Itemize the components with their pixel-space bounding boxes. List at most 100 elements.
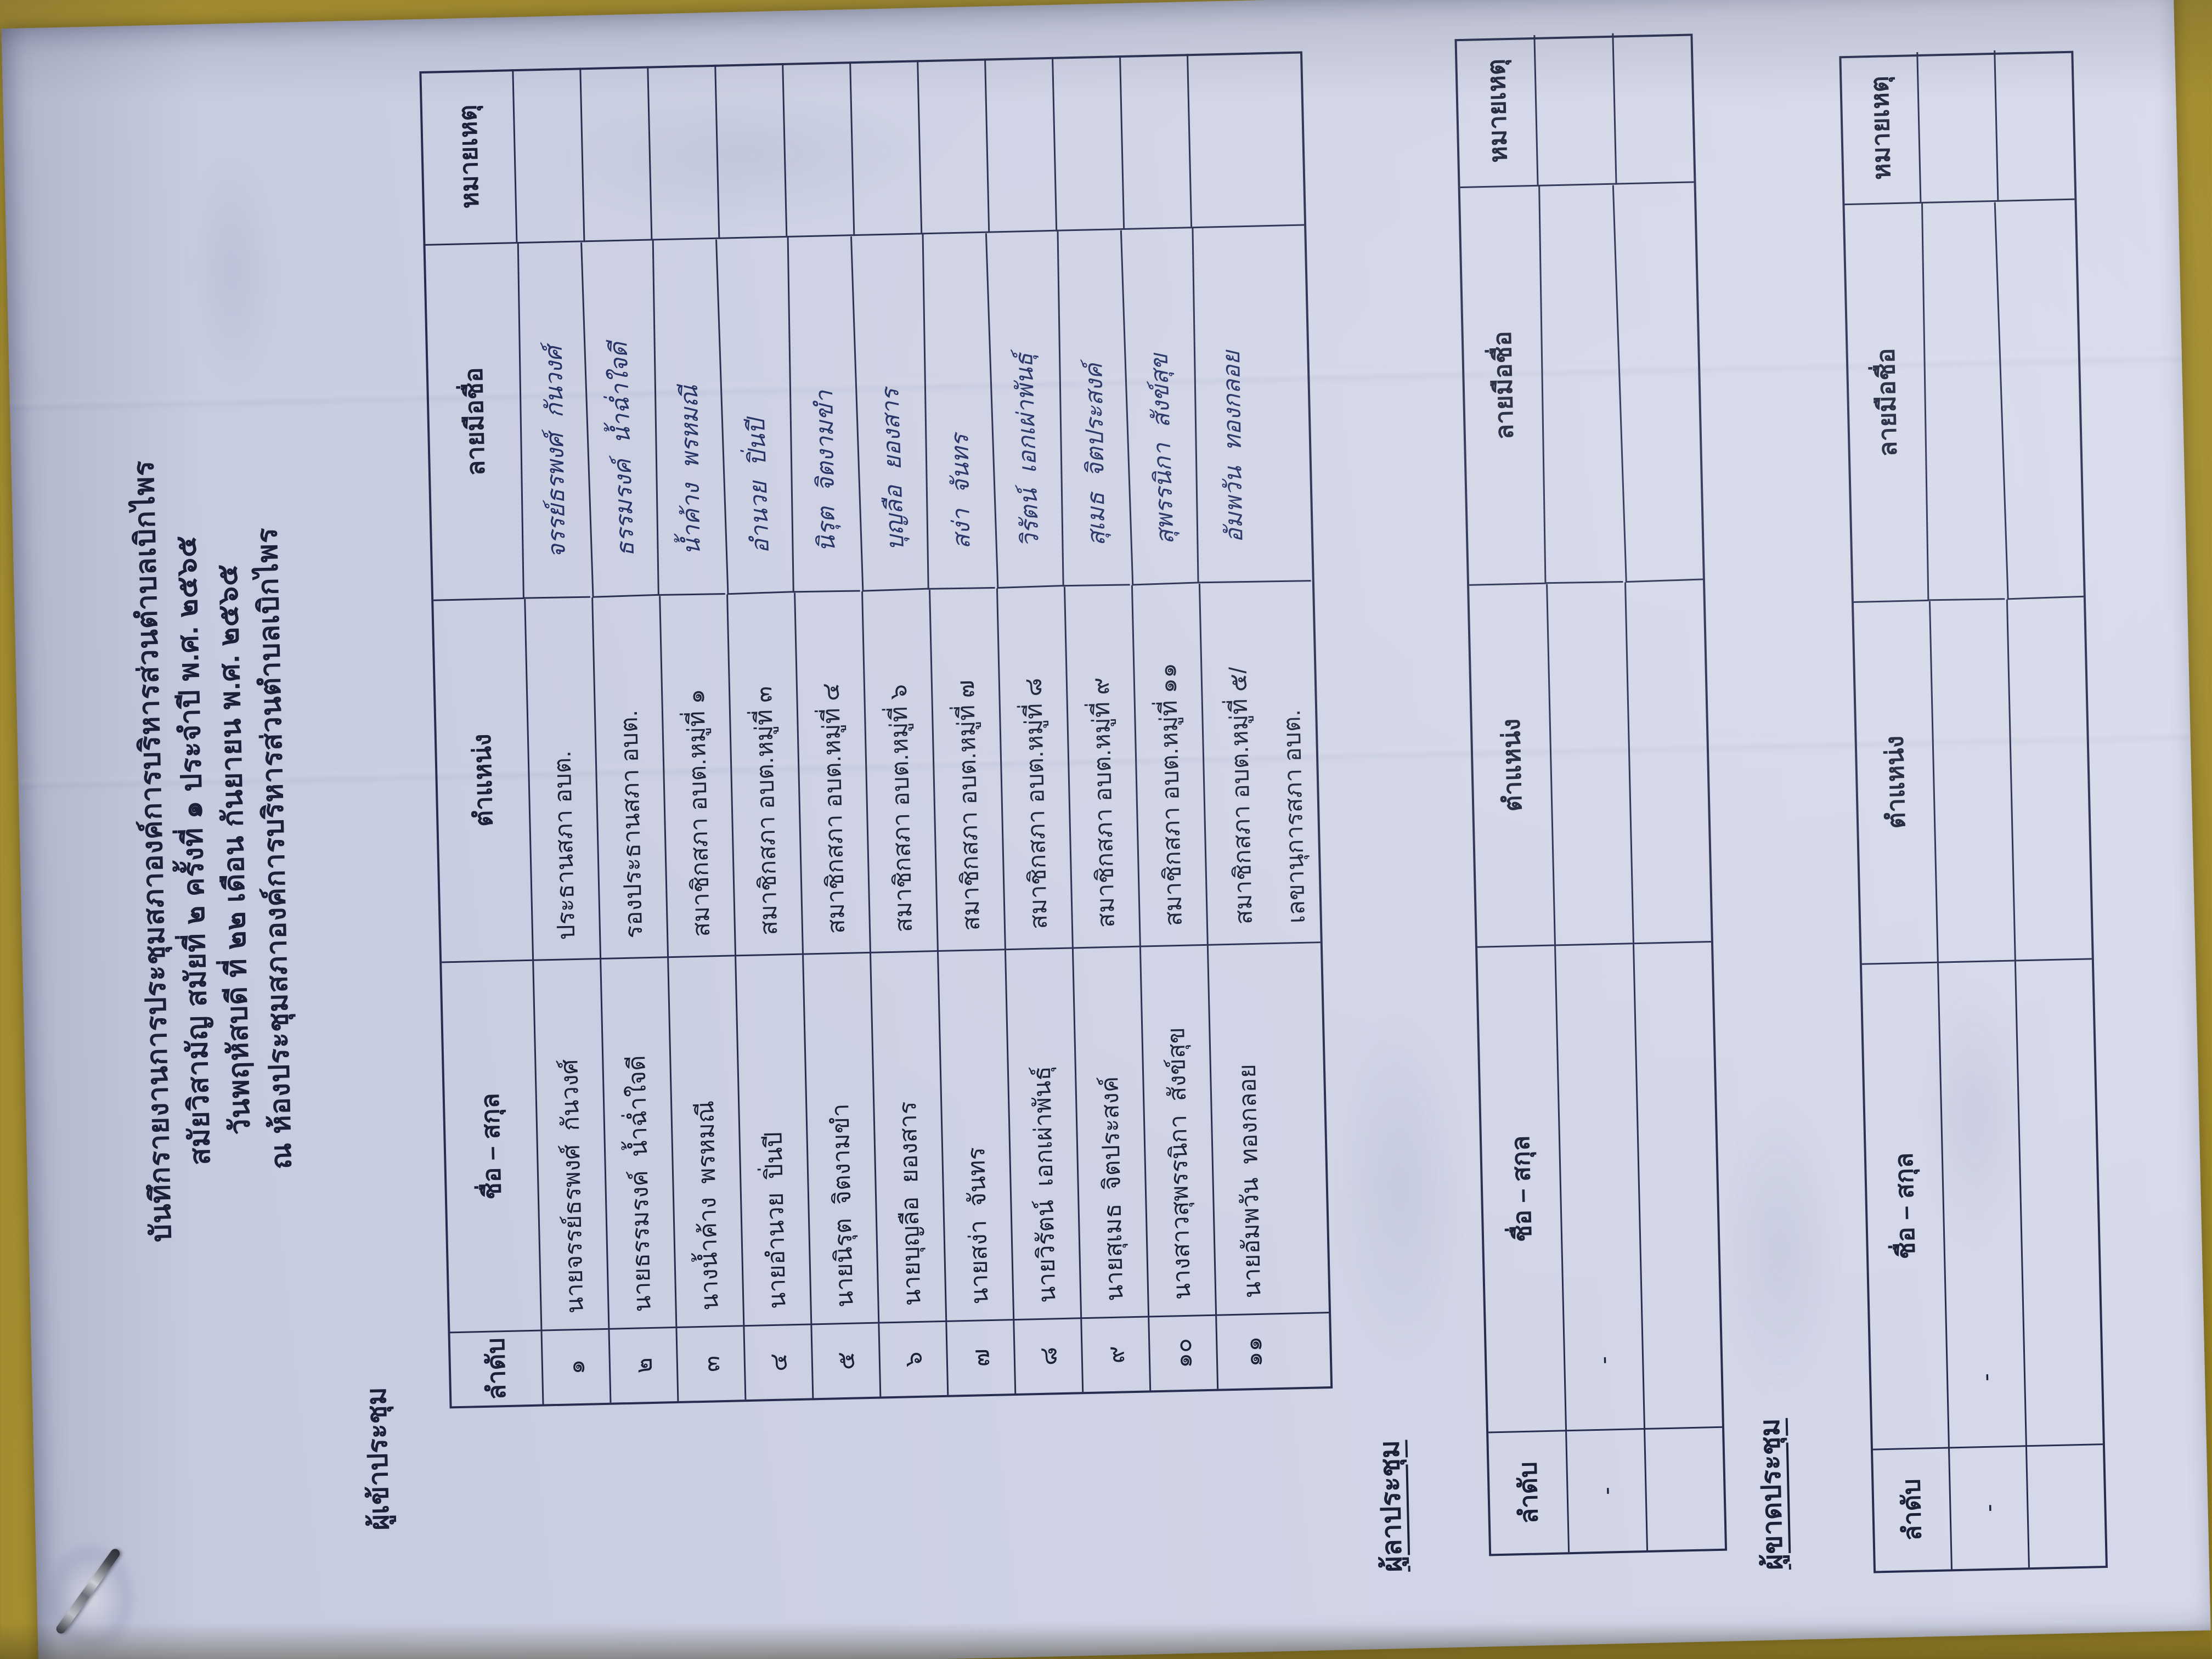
on-leave-name	[1632, 943, 1723, 1430]
attendee-signature: อัมพวัน ทองกลอย	[1192, 226, 1311, 584]
col-header-no: ลำดับ	[1897, 1478, 1927, 1542]
attendee-signature: อำนวย ปิ่นปี	[715, 237, 795, 595]
attendee-position: สมาชิกสภา อบต.หมู่ที่ ๙	[1063, 585, 1139, 949]
attendee-signature: บุญลือ ยองสาร	[850, 234, 930, 592]
attendee-position: สมาชิกสภา อบต.หมู่ที่ ๘	[996, 586, 1072, 951]
attendee-signature: สุพรรนิกา สังข์สุข	[1120, 228, 1200, 586]
absent-heading: ผู้ขาดประชุม	[1754, 1418, 1788, 1571]
attendee-signature: สง่า จันทร	[922, 233, 995, 590]
on-leave-signature	[1538, 185, 1623, 584]
attendee-position: ประธานสภา อบต.	[524, 597, 600, 961]
staple-dent	[44, 1540, 138, 1658]
attendee-no: ๕	[810, 1323, 880, 1398]
bleedthrough-smudge	[1329, 1011, 1470, 1365]
col-header-name: ชื่อ – สกุล	[1477, 946, 1566, 1434]
col-header-position: ตำแหน่ง	[433, 599, 533, 963]
on-leave-no	[1644, 1427, 1725, 1550]
absent-table: ลำดับ ชื่อ – สกุล ตำแหน่ง ลายมือชื่อ หมา…	[1839, 48, 2108, 1573]
attendee-remark	[647, 64, 719, 241]
attendee-name: นายจรรย์ธรพงศ์ กันวงศ์	[532, 959, 608, 1331]
absent-no	[2025, 1445, 2106, 1568]
attendee-remark	[1186, 51, 1305, 229]
attendee-remark	[1119, 54, 1191, 230]
attendee-name: นายธรรมรงค์ น้ำฉ่ำใจดี	[600, 958, 676, 1330]
attendee-position: สมาชิกสภา อบต.หมู่ที่ ๓	[726, 592, 803, 957]
absent-remark	[1916, 50, 1997, 204]
attendee-no: ๑๐	[1148, 1316, 1217, 1391]
attendee-position: สมาชิกสภา อบต.หมู่ที่ ๑	[659, 594, 735, 958]
col-header-signature: ลายมือชื่อ	[1460, 186, 1547, 586]
attendee-signature: วิรัตน์ เอกเผ่าพันธุ์	[985, 231, 1065, 589]
col-header-signature: ลายมือชื่อ	[1844, 204, 1929, 603]
attendee-no: ๑๑	[1215, 1313, 1331, 1389]
staple-icon	[44, 1540, 138, 1658]
attendee-remark	[984, 57, 1056, 233]
attendee-remark	[782, 61, 854, 238]
attendee-remark	[849, 60, 921, 236]
attendee-name: นายสุเมธ จิตประสงค์	[1071, 947, 1148, 1319]
attendee-signature: น้ำค้าง พรหมณี	[652, 239, 725, 596]
attendee-name: นางสาวสุพรรนิกา สังข์สุข	[1139, 945, 1216, 1318]
attendee-no: ๑	[540, 1329, 610, 1404]
attendee-name: นายวิรัตน์ เอกเผ่าพันธุ์	[1004, 949, 1081, 1321]
col-header-signature: ลายมือชื่อ	[425, 244, 524, 601]
col-header-position: ตำแหน่ง	[1469, 584, 1555, 948]
attendees-table: ลำดับ ชื่อ – สกุล ตำแหน่ง ลายมือชื่อ หมา…	[419, 51, 1333, 1409]
attendee-no: ๓	[675, 1327, 745, 1401]
absent-signature	[1994, 200, 2085, 600]
attendee-signature: ธรรมรงค์ น้ำฉ่ำใจดี	[580, 240, 660, 598]
col-header-no: ลำดับ	[1513, 1461, 1543, 1524]
on-leave-position	[1624, 580, 1711, 945]
col-header-remark: หมายเหตุ	[1457, 35, 1537, 189]
absent-position	[1928, 599, 2015, 963]
attendees-heading: ผู้เข้าประชุม	[360, 1386, 395, 1531]
col-header-remark: หมายเหตุ	[1841, 52, 1920, 206]
attendee-name: นางน้ำค้าง พรหมณี	[667, 956, 743, 1329]
attendee-signature: นิรุต จิตงามขำ	[787, 236, 860, 593]
attendee-name: นายสง่า จันทร	[936, 950, 1013, 1322]
on-leave-table: ลำดับ ชื่อ – สกุล ตำแหน่ง ลายมือชื่อ หมา…	[1454, 31, 1728, 1556]
attendee-remark	[512, 67, 584, 244]
attendee-position-line1: สมาชิกสภา อบต.หมู่ที่ ๕/	[1224, 667, 1257, 925]
on-leave-no: -	[1565, 1430, 1647, 1553]
attendee-name: นายอำนวย ปิ่นปี	[735, 955, 811, 1327]
on-leave-position	[1546, 582, 1633, 946]
absent-no: -	[1948, 1447, 2028, 1570]
attendee-position: สมาชิกสภา อบต.หมู่ที่ ๗	[929, 588, 1005, 952]
on-leave-remark	[1533, 33, 1616, 187]
attendee-name: นายอัมพวัน ทองกลอย	[1206, 943, 1329, 1316]
col-header-name: ชื่อ – สกุล	[442, 961, 541, 1334]
attendee-position: สมาชิกสภา อบต.หมู่ที่ ๖	[861, 590, 937, 953]
document-title-block: บันทึกรายงานการประชุมสภาองค์การบริหารส่ว…	[114, 22, 313, 1659]
col-header-no: ลำดับ	[481, 1337, 511, 1401]
attendee-no: ๗	[945, 1321, 1015, 1395]
absent-position	[2006, 597, 2092, 962]
on-leave-signature	[1612, 182, 1704, 583]
attendee-remark	[579, 66, 651, 242]
attendee-position-line2: เลขานุการสภา อบต.	[1278, 709, 1310, 924]
attendee-position: สมาชิกสภา อบต.หมู่ที่ ๔	[794, 591, 870, 955]
attendee-no: ๔	[743, 1325, 812, 1400]
attendee-name: นายนิรุต จิตงามขำ	[802, 953, 878, 1325]
attendee-no: ๖	[878, 1322, 947, 1397]
on-leave-heading: ผู้ลาประชุม	[1374, 1440, 1408, 1573]
attendee-signature: สุเมธ จิตประสงค์	[1057, 230, 1130, 587]
col-header-name: ชื่อ – สกุล	[1861, 963, 1948, 1451]
attendee-name: นายบุญลือ ยองสาร	[870, 952, 946, 1324]
bleedthrough-smudge	[1716, 1095, 1844, 1406]
attendee-position: สมาชิกสภา อบต.หมู่ที่ ๕/ เลขานุการสภา อบ…	[1218, 665, 1316, 925]
absent-signature	[1921, 202, 2005, 601]
absent-remark	[1994, 48, 2075, 202]
on-leave-name: -	[1554, 944, 1644, 1432]
col-header-remark: หมายเหตุ	[421, 69, 516, 246]
on-leave-remark	[1612, 31, 1694, 185]
attendee-remark	[714, 63, 786, 239]
attendee-remark	[917, 58, 989, 235]
col-header-position: ตำแหน่ง	[1853, 601, 1937, 965]
attendee-position: รองประธานสภา อบต.	[591, 596, 668, 960]
attendee-no: ๙	[1080, 1317, 1150, 1392]
attendee-position: สมาชิกสภา อบต.หมู่ที่ ๑๑	[1131, 584, 1207, 947]
absent-name	[2014, 960, 2103, 1447]
